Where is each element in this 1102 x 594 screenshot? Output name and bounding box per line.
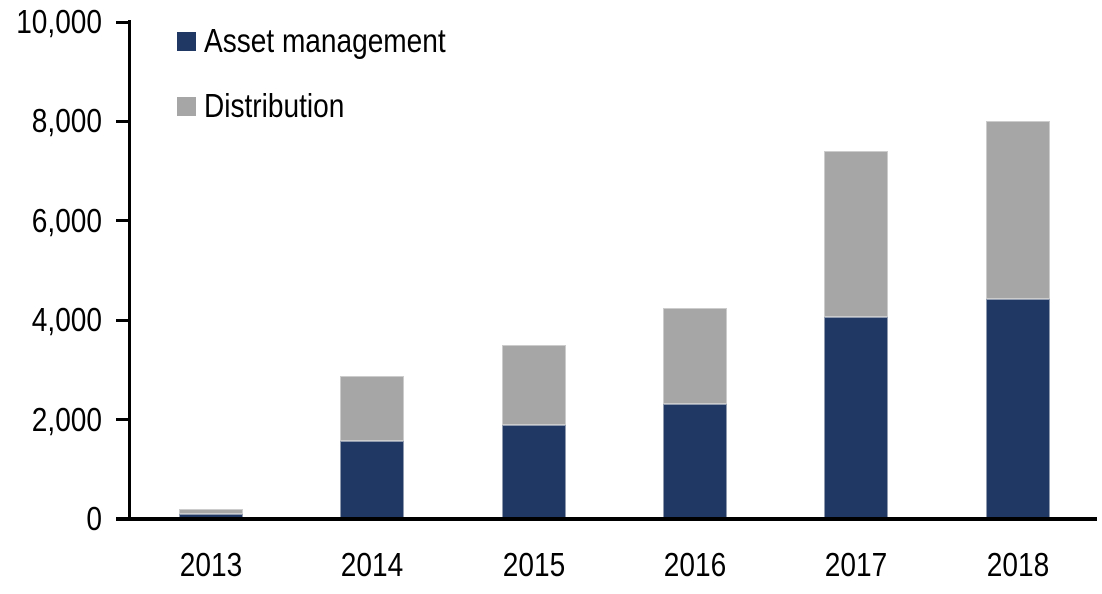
- x-axis-line: [116, 517, 1097, 521]
- legend-label-asset-management: Asset management: [204, 22, 446, 59]
- bar-segment-2014-asset-management: [340, 440, 405, 519]
- y-axis-tick-4,000: [116, 318, 130, 322]
- y-axis-tick-8,000: [116, 119, 130, 123]
- distribution-swatch-icon: [177, 96, 196, 116]
- legend-label-distribution: Distribution: [204, 87, 345, 124]
- bar-segment-2017-distribution: [824, 151, 889, 318]
- x-axis-label-2018: 2018: [986, 546, 1049, 583]
- y-axis-label-0: 0: [86, 500, 102, 537]
- x-axis-label-2013: 2013: [179, 546, 243, 583]
- bar-segment-2018-asset-management: [985, 298, 1050, 519]
- bar-segment-2015-asset-management: [501, 424, 566, 519]
- bar-segment-2014-distribution: [340, 375, 405, 441]
- asset-management-swatch-icon: [177, 31, 196, 51]
- y-axis-label-2,000: 2,000: [31, 400, 102, 438]
- bar-segment-2018-distribution: [985, 121, 1050, 299]
- y-axis-line: [128, 20, 131, 521]
- legend: Asset management Distribution: [177, 22, 488, 156]
- y-axis-tick-10,000: [116, 20, 130, 24]
- bar-segment-2017-asset-management: [824, 317, 889, 519]
- legend-item-asset-management: Asset management: [177, 22, 488, 59]
- bar-segment-2016-distribution: [662, 307, 727, 404]
- x-axis-label-2015: 2015: [502, 546, 565, 583]
- x-axis-label-2014: 2014: [341, 546, 404, 583]
- legend-item-distribution: Distribution: [177, 87, 488, 124]
- bar-segment-2015-distribution: [501, 345, 566, 425]
- y-axis-label-6,000: 6,000: [31, 201, 102, 239]
- bar-segment-2013-asset-management: [179, 514, 243, 519]
- y-axis-tick-6,000: [116, 219, 130, 223]
- bar-segment-2016-asset-management: [662, 403, 727, 519]
- x-axis-label-2017: 2017: [824, 546, 888, 583]
- bar-segment-2013-distribution: [179, 509, 243, 515]
- y-axis-label-8,000: 8,000: [31, 102, 102, 140]
- y-axis-label-10,000: 10,000: [16, 3, 102, 40]
- x-axis-label-2016: 2016: [663, 546, 727, 583]
- y-axis-tick-2,000: [116, 418, 130, 422]
- y-axis-label-4,000: 4,000: [31, 301, 102, 339]
